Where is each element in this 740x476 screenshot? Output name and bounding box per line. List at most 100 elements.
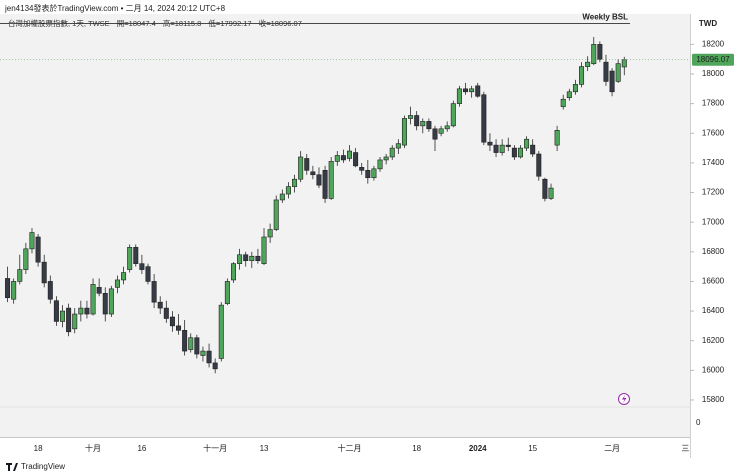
candle-body [438,128,444,134]
candle-body [395,143,401,149]
candle-body [17,269,23,282]
candle [261,228,267,266]
candle-body [530,144,536,155]
candle [597,41,603,63]
candle-body [322,170,328,199]
candle [456,85,462,107]
ohlc-value: 18115.8 [174,19,202,28]
candle-body [365,170,371,179]
candle-body [292,178,298,187]
candle-body [524,138,530,149]
candle-body [408,115,414,119]
candle [517,145,523,159]
candle-body [194,337,200,355]
candle [359,162,365,175]
candle-body [554,130,560,146]
candle [182,319,188,356]
candle-body [621,59,627,68]
last-price-box [692,53,734,66]
candle [401,115,407,149]
candle-body [96,287,102,294]
candle-body [267,229,273,238]
y-tick-label: 16200 [702,336,725,345]
candle [432,125,438,152]
candle [322,165,328,203]
candle [530,139,536,157]
candle-body [475,85,481,97]
brand-logo: TradingView [6,462,65,471]
candle [560,94,566,110]
x-tick-label: 2024 [469,444,487,453]
candle [316,167,322,189]
candle [176,314,182,335]
y-tick-label: 17200 [702,188,725,197]
candle [493,139,499,157]
last-price-label: 18096.07 [696,55,730,64]
candle-body [426,121,432,130]
ohlc-value: 18047.4 [128,19,156,28]
candle [53,296,59,326]
candle-body [224,281,230,304]
y-tick-label: 16000 [702,365,725,374]
candle-body [145,266,151,282]
candle [408,106,414,125]
candle [224,278,230,306]
candle-body [579,66,585,85]
candle-body [585,61,591,67]
annotation-label: Weekly BSL [582,13,628,22]
candle [347,145,353,162]
candle [353,148,359,168]
candle [340,149,346,163]
candle-body [243,254,249,261]
y-tick-label: 16600 [702,277,725,286]
candle-body [121,272,127,281]
candle [438,125,444,137]
candle [212,358,218,374]
ohlc-high: 高=18115.8 [163,19,201,28]
candle-body [151,281,157,303]
candle [554,125,560,152]
candle [548,183,554,200]
candle [72,308,78,334]
candle [572,79,578,95]
candle [218,302,224,362]
candle-body [481,94,487,143]
candle [279,189,285,203]
candle [566,88,572,101]
candle-body [298,156,304,180]
y-tick-label: 18000 [702,69,725,78]
candle [524,136,530,152]
candle [603,54,609,86]
candle [511,145,517,160]
candle-body [536,153,542,177]
candle-body [249,255,255,261]
candle-body [133,247,139,264]
candle-body [603,61,609,82]
candle-body [11,281,17,300]
candle [60,305,66,328]
candle [292,174,298,193]
candle [304,154,310,175]
ohlc-label: 收= [258,19,271,28]
candle-body [279,193,285,201]
candle [542,177,548,202]
candle-body [353,152,359,167]
candle-body [615,63,621,82]
candle-body [108,288,114,315]
candle-body [273,199,279,230]
x-tick-label: 13 [260,444,269,453]
candle-body [23,248,29,270]
ohlc-value: 17992.17 [220,19,252,28]
candle [139,254,145,275]
candle-body [383,156,389,161]
symbol-header: 台灣加權股票指數, 1天, TWSE 開=18047.4 高=18115.8 低… [8,18,307,29]
candle-body [53,300,59,322]
candle-body [102,292,108,315]
lightning-icon [618,393,630,405]
candle [29,228,35,254]
candle [151,274,157,309]
candle-body [609,70,615,93]
candle-body [487,141,493,146]
candle [169,311,175,332]
candle-body [444,125,450,130]
